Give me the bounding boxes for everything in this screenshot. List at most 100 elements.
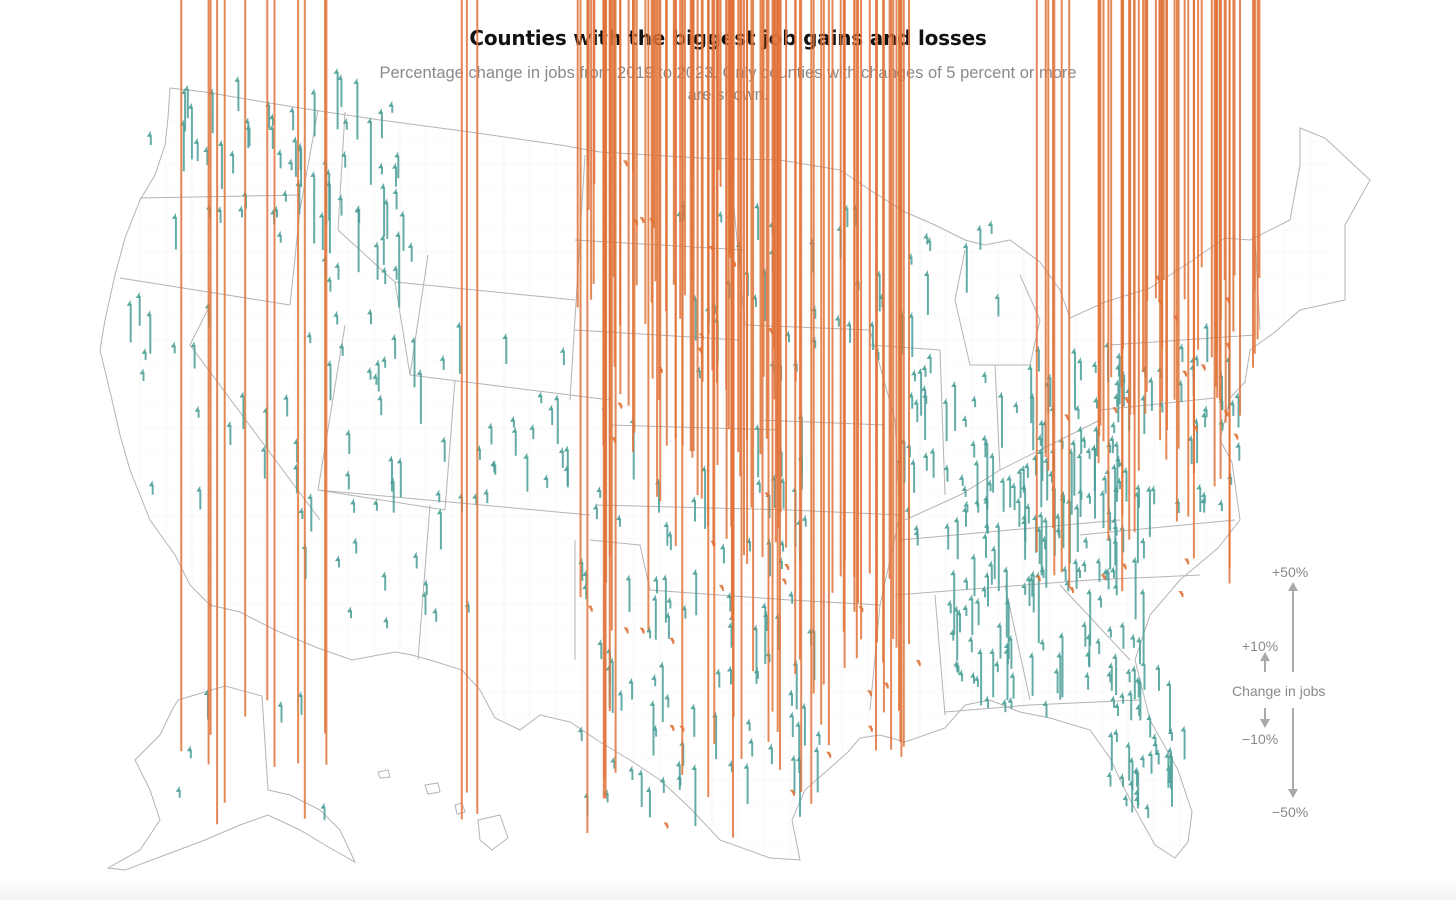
gain-arrow-ohio-valley-head <box>904 505 909 512</box>
gain-arrow-ohio-valley <box>1074 404 1080 420</box>
gain-arrow-pacific-northwest-head <box>281 189 286 196</box>
gain-arrow-nevada-california-head <box>146 310 151 317</box>
gain-arrow-ohio-valley <box>942 397 948 442</box>
gain-arrow-ohio-valley-head <box>1012 401 1017 408</box>
gain-arrow-texas-oklahoma <box>745 718 751 731</box>
gain-arrow-texas-oklahoma <box>616 514 621 527</box>
gain-arrow-idaho-montana-head <box>355 204 360 211</box>
gain-arrow-texas-oklahoma-head <box>727 621 732 628</box>
gain-arrow-ohio-valley-head <box>910 458 915 465</box>
hawaii-island-3 <box>454 802 466 815</box>
gain-arrow-mid-atlantic <box>1114 379 1120 423</box>
gain-arrow-idaho-montana <box>342 117 348 130</box>
gain-arrow-ohio-valley <box>1006 474 1012 508</box>
gain-arrow-southeast <box>1042 516 1048 588</box>
gain-arrow-southeast <box>1095 637 1101 655</box>
gain-arrow-southeast <box>1054 512 1060 536</box>
gain-arrow-utah-colorado-head <box>523 452 528 459</box>
gain-arrow-upper-midwest-head <box>976 224 981 231</box>
loss-arrow-appalachia-head <box>1178 591 1183 598</box>
gain-arrow-florida-head <box>1147 750 1152 757</box>
gain-arrow-texas-oklahoma-head <box>727 665 732 672</box>
gain-arrow-pacific-northwest <box>171 212 177 250</box>
gain-arrow-upper-midwest-head <box>754 202 759 209</box>
gain-arrow-texas-oklahoma-head <box>649 699 654 706</box>
gain-arrow-southeast-head <box>1072 558 1077 565</box>
gain-arrow-southeast-head <box>1037 447 1042 454</box>
gain-arrow-ohio-valley-head <box>1091 360 1096 367</box>
gain-arrow-mid-atlantic <box>1202 405 1208 418</box>
gain-arrow-utah-colorado <box>344 470 350 490</box>
gain-arrow-idaho-montana <box>333 310 339 325</box>
gain-arrow-florida-head <box>1107 731 1112 738</box>
gain-arrow-ohio-valley <box>1110 421 1116 434</box>
gain-arrow-southeast <box>1097 594 1102 608</box>
gain-arrow-southeast-head <box>1107 661 1112 668</box>
gain-arrow-pacific-northwest <box>234 75 240 112</box>
gain-arrow-florida-head <box>1136 677 1141 684</box>
gain-arrow-idaho-montana-head <box>310 170 315 177</box>
gain-arrow-ohio-valley-head <box>989 452 994 459</box>
gain-arrow-idaho-montana <box>381 266 387 285</box>
gain-arrow-texas-oklahoma <box>692 568 698 616</box>
loss-arrow-pennsylvania-new-york-head <box>1155 275 1160 282</box>
gain-arrow-nevada-california <box>139 368 145 381</box>
gain-arrow-idaho-montana <box>407 241 413 262</box>
gain-arrow-ohio-valley-head <box>1070 439 1075 446</box>
gain-arrow-mid-atlantic-head <box>1234 392 1239 399</box>
gain-arrow-southeast-head <box>1001 698 1006 705</box>
gain-arrow-mid-atlantic-head <box>1104 341 1109 348</box>
gain-arrow-texas-oklahoma-head <box>815 730 820 737</box>
state-line-ks-ok <box>594 504 791 511</box>
gain-arrow-texas-oklahoma-head <box>813 746 818 753</box>
gain-arrow-nevada-california <box>194 405 200 418</box>
gain-arrow-alaska <box>203 688 209 720</box>
gain-arrow-florida <box>1125 667 1131 683</box>
gain-arrow-texas-oklahoma <box>653 575 658 594</box>
loss-arrow-pennsylvania-new-york-head <box>1225 342 1230 349</box>
gain-arrow-texas-oklahoma <box>754 423 760 478</box>
gain-arrow-texas-oklahoma <box>727 760 733 773</box>
gain-arrow-upper-midwest-head <box>923 232 928 239</box>
gain-arrow-nevada-california <box>148 480 154 495</box>
gain-arrow-mid-atlantic-head <box>1189 363 1194 370</box>
gain-arrow-ohio-valley-head <box>1071 347 1076 354</box>
gain-arrow-southeast <box>1037 511 1043 576</box>
gain-arrow-texas-oklahoma-head <box>610 756 615 763</box>
gain-arrow-utah-colorado <box>483 488 489 504</box>
gain-arrow-southeast-head <box>1007 634 1012 641</box>
gain-arrow-florida-head <box>1133 795 1138 802</box>
gain-arrow-ohio-valley-head <box>1023 462 1028 469</box>
gain-arrow-upper-midwest <box>962 242 968 293</box>
gain-arrow-florida <box>1133 795 1139 809</box>
gain-arrow-idaho-montana <box>306 331 312 344</box>
legend-gain-large-label: +50% <box>1272 564 1309 580</box>
gain-arrow-southeast-head <box>954 661 959 668</box>
gain-arrow-southeast-head <box>1097 594 1102 601</box>
gain-arrow-arizona-new-mexico-head <box>307 493 312 500</box>
loss-arrow-texas-head <box>826 751 831 758</box>
gain-arrow-ohio-valley <box>1077 425 1083 454</box>
gain-arrow-southeast-head <box>1104 567 1109 574</box>
gain-arrow-southeast-head <box>1021 483 1026 490</box>
gain-arrow-southeast <box>1007 634 1013 669</box>
loss-arrow-great-plains <box>698 333 704 340</box>
gain-arrow-florida-head <box>1133 788 1138 795</box>
state-line-tn-south <box>894 579 1091 596</box>
gain-arrow-utah-colorado <box>491 460 497 475</box>
gain-arrow-florida-head <box>1166 679 1171 686</box>
gain-arrow-texas-oklahoma <box>628 765 634 780</box>
gain-arrow-idaho-montana <box>392 162 397 187</box>
gain-arrow-ohio-valley <box>922 451 928 471</box>
gain-arrow-idaho-montana-head <box>392 162 397 169</box>
gain-arrow-southeast <box>1106 625 1112 638</box>
gain-arrow-texas-oklahoma-head <box>755 478 760 485</box>
gain-arrow-southeast-head <box>1131 556 1136 563</box>
gain-arrow-mid-atlantic-head <box>1189 356 1194 363</box>
gain-arrow-florida-head <box>1119 773 1124 780</box>
gain-arrow-idaho-montana <box>379 234 385 265</box>
loss-arrow-dakotas <box>639 217 645 224</box>
loss-arrow-appalachia <box>1233 433 1239 440</box>
loss-arrow-appalachia <box>1100 574 1106 581</box>
gain-arrow-florida-head <box>1112 728 1117 735</box>
